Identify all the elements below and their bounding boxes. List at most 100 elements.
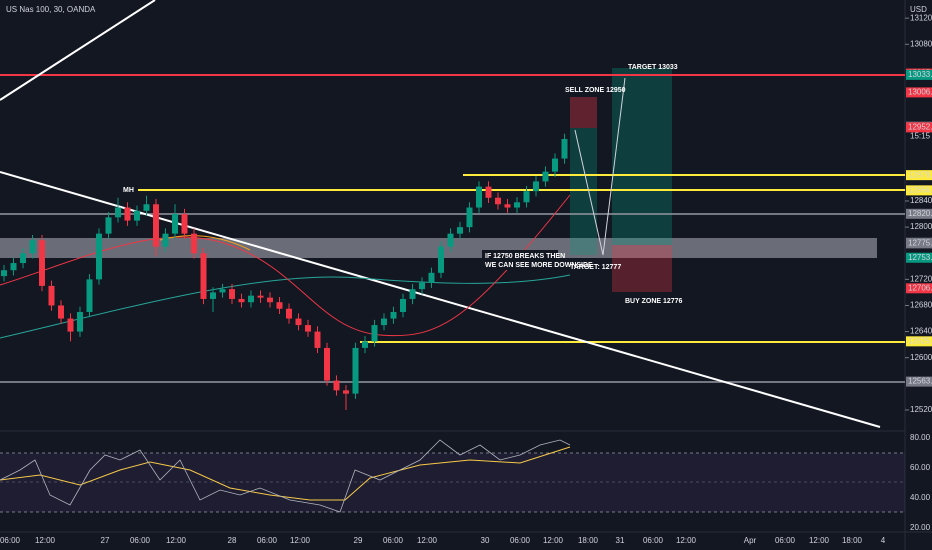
candle-body [362, 341, 368, 348]
candle-body [447, 233, 454, 247]
rsi-tick-label: 80.00 [910, 433, 931, 442]
candle-body [514, 202, 520, 208]
candle-body [371, 325, 378, 342]
price-tick-label: 12800.0 [910, 222, 932, 231]
annotation: SELL ZONE 12950 [565, 87, 626, 94]
projection-path [574, 77, 626, 256]
price-tick-label: 13080.0 [910, 39, 932, 48]
annotation: TARGET 13033 [628, 64, 678, 71]
price-tag [906, 87, 932, 98]
candle-body [533, 181, 539, 192]
moving-average [159, 235, 251, 251]
price-tick-label: 13120.0 [910, 13, 932, 22]
time-label: 30 [481, 536, 490, 545]
candle-body [428, 272, 435, 283]
time-label: 06:00 [0, 536, 21, 545]
candle-body [352, 347, 359, 394]
note-bg [482, 250, 558, 270]
rsi-tick-label: 60.00 [910, 463, 931, 472]
countdown: 15:15 [910, 131, 931, 140]
candle-body [333, 380, 340, 391]
time-label: 12:00 [676, 536, 697, 545]
time-label: 31 [616, 536, 625, 545]
candle-body [77, 312, 83, 332]
time-label: 27 [101, 536, 110, 545]
price-tag-label: 12952.8 [908, 122, 932, 131]
price-tag [906, 185, 932, 196]
time-label: 06:00 [257, 536, 278, 545]
candle-body [561, 138, 568, 159]
candle-body [324, 347, 330, 381]
candle-body [210, 292, 216, 299]
rsi-tick-label: 40.00 [910, 493, 931, 502]
price-tick-label: 12840.0 [910, 196, 932, 205]
candle-body [10, 263, 17, 271]
candle-body [286, 308, 292, 319]
annotation: WE CAN SEE MORE DOWNSIDE [485, 262, 593, 269]
time-label: 18:00 [842, 536, 863, 545]
price-tag-label: 13006.3 [908, 88, 932, 97]
sell-zone-box [570, 97, 597, 128]
candle-body [219, 289, 226, 293]
price-tag [906, 336, 932, 347]
price-tick-label: 12720.0 [910, 274, 932, 283]
time-label: 29 [354, 536, 363, 545]
candle-body [343, 390, 349, 394]
rsi-line [0, 439, 571, 513]
candle-body [153, 204, 159, 247]
long-stop-box [612, 245, 672, 292]
candle-body [48, 285, 55, 306]
price-tag [906, 238, 932, 249]
price-tag [906, 376, 932, 387]
candle-body [1, 270, 7, 277]
candle-body [504, 204, 511, 208]
currency: USD [910, 5, 927, 14]
price-tag-label: 13033.1 [908, 70, 932, 79]
rsi-tick-label: 20.00 [910, 523, 931, 532]
annotation: IF 12750 BREAKS THEN [485, 253, 565, 260]
time-label: 06:00 [510, 536, 531, 545]
time-label: 12:00 [290, 536, 311, 545]
price-tag [906, 283, 932, 294]
time-label: 06:00 [383, 536, 404, 545]
trendline [0, 0, 156, 101]
candle-body [248, 295, 254, 303]
candle-body [438, 246, 444, 273]
candle-body [229, 289, 235, 299]
candle-body [409, 289, 416, 299]
time-label: 12:00 [166, 536, 187, 545]
price-tick-label: 12640.0 [910, 327, 932, 336]
price-tag-label: 12879.6 [908, 170, 932, 179]
candle-body [267, 297, 273, 303]
candle-body [143, 204, 150, 211]
candle-body [86, 279, 93, 313]
candle-body [495, 197, 501, 205]
annotation: MH [123, 187, 134, 194]
time-label: 28 [228, 536, 237, 545]
candle-body [200, 253, 207, 299]
time-label: 12:00 [35, 536, 56, 545]
price-tag-label: 12856.3 [908, 185, 932, 194]
candle-body [485, 186, 492, 198]
time-label: 4 [881, 536, 886, 545]
price-tag-label: 12820.4 [908, 209, 932, 218]
moving-average [0, 194, 571, 337]
candle-body [191, 233, 197, 254]
candle-body [20, 253, 26, 264]
candle-body [476, 186, 482, 208]
candle-body [542, 171, 549, 182]
price-tick-label: 12600.0 [910, 353, 932, 362]
candle-body [523, 191, 530, 203]
price-tick-label: 12520.0 [910, 405, 932, 414]
price-tag-label: 12563.4 [908, 377, 932, 386]
price-tag [906, 208, 932, 219]
candle-body [105, 217, 112, 234]
candle-body [419, 282, 425, 290]
annotation: TARGET: 12777 [570, 264, 621, 271]
candle-body [381, 318, 387, 326]
annotation: BUY ZONE 12776 [625, 298, 683, 305]
candle-body [390, 312, 397, 319]
time-label: 12:00 [809, 536, 830, 545]
candle-body [134, 210, 140, 221]
